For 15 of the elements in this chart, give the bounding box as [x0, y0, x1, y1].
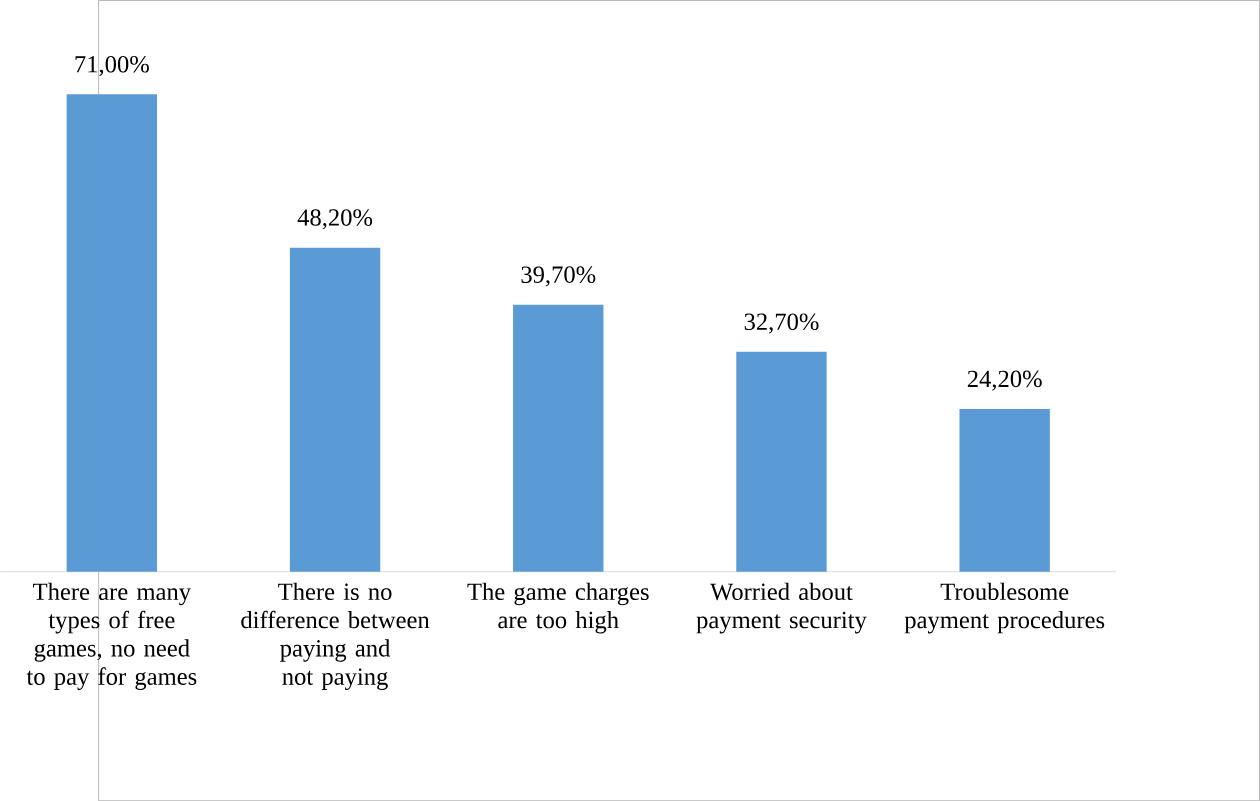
bar [959, 408, 1050, 572]
bar [66, 94, 158, 572]
x-tick-label: Troublesome payment procedures [904, 582, 1105, 634]
x-tick-label: There is no difference between paying and not paying [241, 582, 430, 690]
data-label: 71,00% [75, 55, 149, 76]
x-tick-label: Worried about payment security [696, 582, 867, 634]
data-label: 24,20% [967, 370, 1042, 391]
x-tick-label: There are many types of free games, no need to pay for games [26, 582, 197, 690]
data-label: 48,20% [297, 209, 373, 230]
data-label: 32,70% [744, 313, 819, 334]
bar [513, 304, 604, 572]
x-tick-label: The game charges are too high [467, 582, 649, 634]
bar [289, 247, 381, 572]
bar [736, 351, 827, 572]
data-label: 39,70% [521, 266, 596, 287]
